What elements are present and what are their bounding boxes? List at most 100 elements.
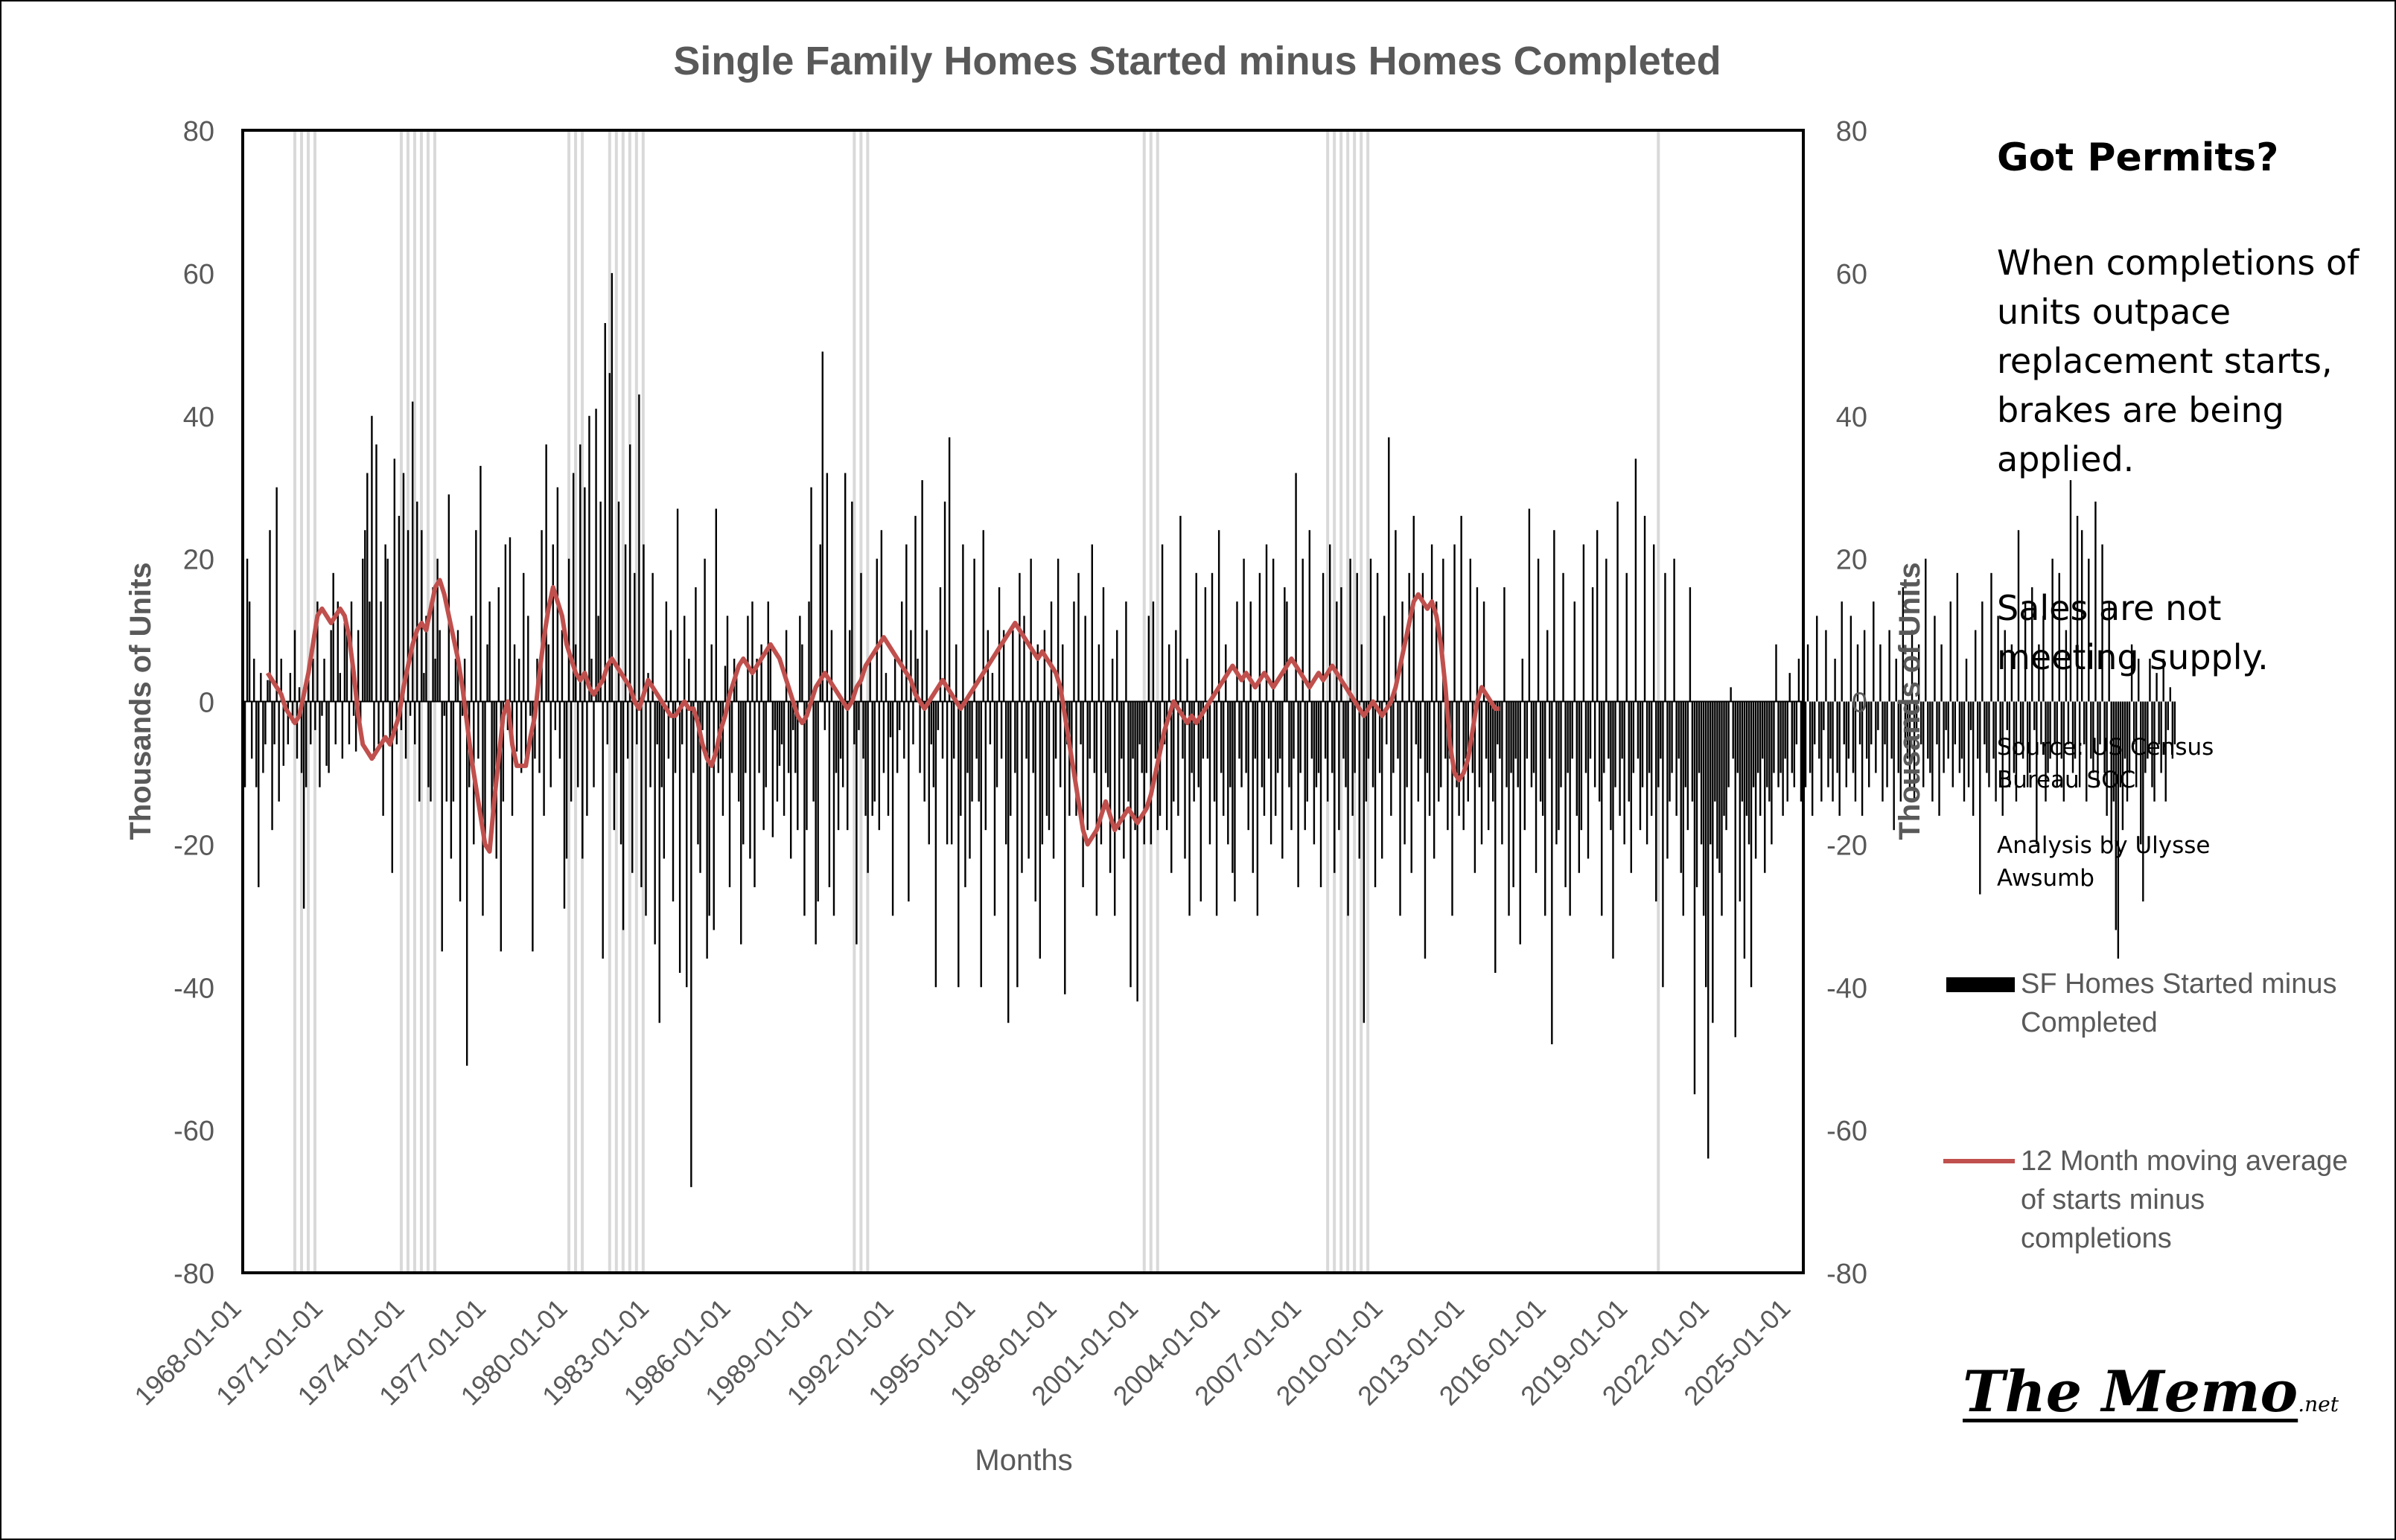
y-tick-label-left: 80 <box>183 116 214 147</box>
bar <box>1188 701 1191 916</box>
bar <box>310 701 312 745</box>
bar <box>1756 701 1759 773</box>
bar <box>771 701 774 837</box>
bar <box>593 701 595 787</box>
bar <box>606 701 608 745</box>
bar <box>1877 701 1879 730</box>
bar <box>1945 701 1947 730</box>
bar <box>1956 572 1959 702</box>
bar <box>441 701 443 952</box>
bar <box>958 701 960 988</box>
bar <box>502 701 505 802</box>
bar <box>2047 701 2049 773</box>
bar <box>1306 701 1308 802</box>
bar <box>1965 658 1968 702</box>
bar <box>740 701 742 945</box>
bar <box>1469 558 1472 702</box>
bar <box>497 587 500 702</box>
bar <box>629 444 631 702</box>
bar <box>1639 701 1642 831</box>
bar <box>1535 701 1538 873</box>
bar <box>1986 701 1988 773</box>
bar <box>2115 701 2118 930</box>
bar <box>354 701 357 752</box>
bar <box>1979 701 1981 895</box>
bar <box>1503 587 1506 702</box>
bar <box>423 673 425 702</box>
bar <box>950 701 953 845</box>
bar <box>1544 701 1546 916</box>
bar <box>2067 701 2070 745</box>
bar <box>2110 701 2112 845</box>
bar <box>1943 701 1945 773</box>
bar <box>511 701 514 816</box>
bar <box>758 701 760 773</box>
bar <box>572 473 575 702</box>
bar <box>1392 701 1395 773</box>
y-tick-label-left: 60 <box>183 259 214 290</box>
bar <box>1786 701 1788 802</box>
bar <box>1000 701 1003 759</box>
bar <box>515 701 518 752</box>
bar <box>334 701 337 745</box>
bar <box>917 658 919 702</box>
bar <box>2123 701 2126 759</box>
bar <box>1118 701 1121 831</box>
bar <box>1497 701 1499 745</box>
bar <box>667 701 670 759</box>
bar <box>1927 701 1929 759</box>
bar <box>1345 701 1347 787</box>
bar <box>991 673 994 702</box>
bar <box>243 701 246 787</box>
bar <box>1861 701 1864 816</box>
bar <box>2051 558 2054 702</box>
bar <box>1832 701 1834 802</box>
bar <box>2112 701 2115 802</box>
bar <box>1263 701 1266 816</box>
y-tick-label-left: -60 <box>173 1116 214 1147</box>
bar <box>1290 701 1293 831</box>
bar <box>1893 701 1895 831</box>
bar <box>1707 701 1710 1159</box>
bar <box>903 701 905 759</box>
bar <box>1562 572 1564 702</box>
bar <box>2132 701 2135 745</box>
bar <box>314 701 316 730</box>
bar <box>409 701 412 716</box>
bar <box>1614 701 1616 787</box>
bar <box>910 630 912 702</box>
bar <box>869 658 871 702</box>
legend-bar-label: SF Homes Started minus Completed <box>2021 968 2337 1038</box>
bar <box>561 630 564 702</box>
bar <box>1523 701 1526 831</box>
bar <box>2147 701 2149 759</box>
bar <box>2001 701 2004 816</box>
bar <box>1675 701 1677 816</box>
bar <box>2019 701 2022 745</box>
bar <box>726 616 729 702</box>
bar <box>2036 701 2038 845</box>
bar <box>1068 701 1071 816</box>
bar <box>765 701 767 787</box>
bar <box>1421 572 1424 702</box>
bar <box>2017 530 2020 702</box>
bar <box>885 673 888 702</box>
bar <box>1002 630 1005 702</box>
bar <box>1967 701 1970 787</box>
bar <box>1517 701 1519 787</box>
bar <box>570 701 573 802</box>
bar <box>1806 644 1809 702</box>
bar <box>1095 701 1098 916</box>
bar <box>373 701 375 759</box>
bar <box>1036 644 1039 702</box>
bar <box>1630 701 1632 873</box>
bar <box>622 701 625 930</box>
bar <box>2021 701 2024 759</box>
bar <box>1080 701 1082 745</box>
bar <box>1619 701 1621 816</box>
bar <box>1438 701 1440 802</box>
bar <box>1899 701 1902 802</box>
bar <box>452 701 455 802</box>
bar <box>1643 516 1646 702</box>
bar <box>982 530 984 702</box>
